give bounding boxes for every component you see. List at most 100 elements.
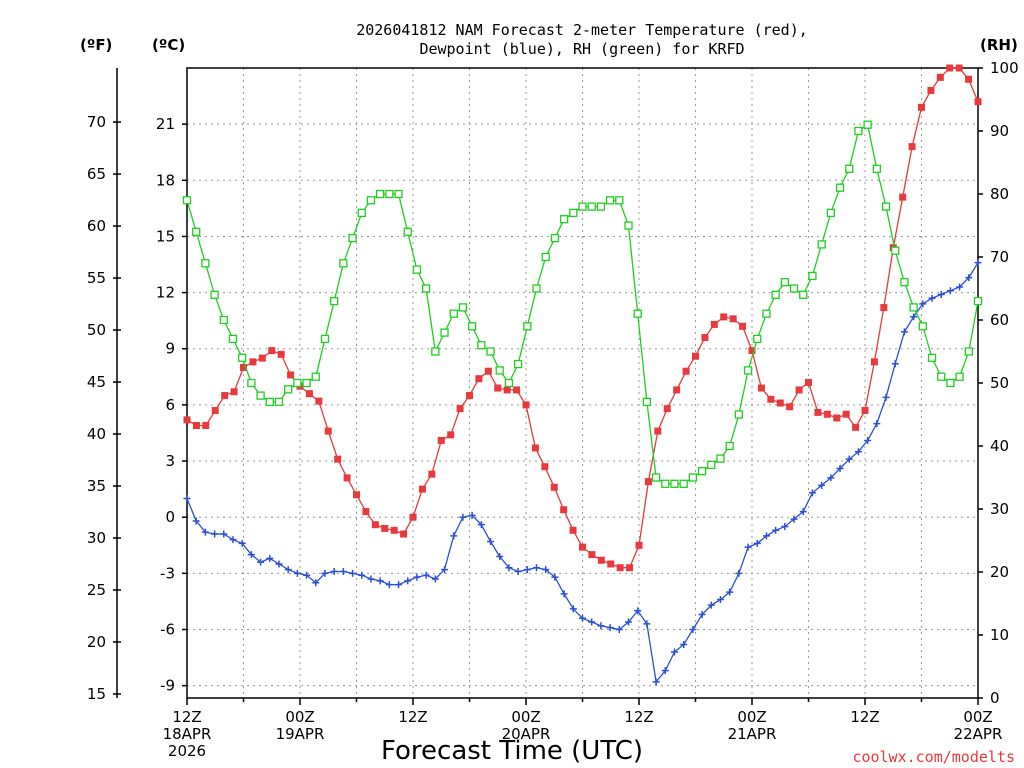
dewpoint-point	[257, 558, 265, 566]
dewpoint-point	[459, 513, 467, 521]
rh-tick-label: 40	[990, 437, 1009, 455]
dewpoint-point	[551, 573, 559, 581]
rh-point	[891, 246, 900, 255]
rh-point	[707, 460, 716, 470]
fahrenheit-tick-label: 70	[87, 113, 106, 131]
dewpoint-point	[900, 328, 908, 336]
dewpoint-point	[808, 489, 816, 497]
fahrenheit-tick-label: 30	[87, 529, 106, 547]
dewpoint-point	[367, 575, 375, 583]
x-tick-label: 22APR	[954, 725, 1003, 743]
fahrenheit-tick-label: 60	[87, 217, 106, 235]
temperature-point	[334, 455, 342, 463]
dewpoint-point	[201, 528, 209, 536]
temperature-point	[305, 390, 313, 398]
rh-point	[808, 271, 817, 281]
temperature-point	[823, 410, 831, 418]
dewpoint-point	[716, 596, 724, 604]
temperature-point	[240, 363, 247, 371]
temperature-point	[720, 313, 728, 321]
rh-point	[182, 196, 192, 205]
rh-point	[431, 347, 440, 356]
temperature-point	[324, 427, 332, 435]
celsius-tick-label: 15	[156, 227, 175, 245]
rh-point	[523, 322, 532, 331]
temperature-point	[776, 399, 784, 407]
temperature-point	[202, 421, 210, 429]
dewpoint-point	[836, 465, 844, 473]
rh-point	[826, 208, 835, 218]
celsius-unit-label: (ºC)	[152, 36, 185, 54]
dewpoint-point	[891, 360, 899, 368]
celsius-tick-label: 6	[165, 396, 175, 414]
dewpoint-point	[919, 300, 927, 308]
dewpoint-point	[965, 274, 973, 282]
rh-point	[918, 322, 927, 331]
dewpoint-point	[689, 625, 697, 633]
dewpoint-point	[643, 620, 651, 628]
celsius-tick-label: -9	[160, 677, 175, 695]
temperature-point	[513, 386, 521, 394]
dewpoint-point	[321, 569, 329, 577]
temperature-point	[635, 541, 643, 549]
rh-point	[357, 208, 366, 218]
x-tick-label: 12Z	[624, 708, 653, 726]
rh-point	[753, 334, 762, 344]
rh-point	[550, 233, 560, 243]
dewpoint-point	[670, 648, 678, 656]
temperature-point	[315, 397, 323, 405]
dewpoint-point	[569, 605, 577, 613]
dewpoint-point	[395, 581, 403, 589]
dewpoint-point	[946, 287, 954, 295]
fahrenheit-tick-label: 45	[87, 373, 106, 391]
rh-point	[771, 290, 780, 299]
dewpoint-point	[615, 625, 623, 633]
rh-point	[421, 284, 431, 293]
rh-point	[311, 372, 320, 381]
rh-tick-label: 30	[990, 500, 1009, 518]
rh-point	[762, 309, 771, 318]
rh-point	[946, 378, 955, 388]
dewpoint-point	[799, 508, 807, 516]
x-tick-label: 12Z	[172, 708, 201, 726]
rh-point	[651, 473, 661, 482]
rh-point	[587, 202, 596, 211]
rh-point	[881, 202, 891, 211]
dewpoint-point	[293, 569, 301, 577]
rh-point	[716, 454, 725, 463]
rh-point	[909, 303, 918, 312]
dewpoint-point	[818, 481, 826, 489]
rh-point	[467, 322, 477, 331]
rh-point	[284, 385, 293, 394]
temperature-point	[870, 358, 878, 366]
rh-point	[449, 309, 458, 318]
dewpoint-point	[606, 624, 614, 632]
rh-tick-label: 60	[990, 311, 1009, 329]
dewpoint-point	[487, 538, 495, 546]
temperature-point	[936, 73, 944, 81]
temperature-point	[701, 334, 709, 342]
dewpoint-point	[413, 573, 421, 581]
dewpoint-point	[339, 567, 347, 575]
dewpoint-point	[450, 532, 458, 540]
rh-unit-label: (RH)	[980, 36, 1018, 54]
dewpoint-point	[247, 551, 255, 559]
dewpoint-point	[910, 313, 918, 321]
fahrenheit-tick-label: 40	[87, 425, 106, 443]
x-tick-label: 2026	[168, 742, 206, 760]
temperature-point	[673, 386, 681, 394]
temperature-point	[682, 367, 690, 375]
dewpoint-point	[781, 523, 789, 531]
rh-point	[403, 227, 412, 236]
fahrenheit-tick-label: 25	[87, 581, 106, 599]
fahrenheit-unit-label: (ºF)	[80, 36, 112, 54]
dewpoint-point	[404, 577, 412, 585]
dewpoint-point	[744, 543, 752, 551]
rh-point	[385, 189, 394, 199]
dewpoint-point	[229, 536, 237, 544]
temperature-point	[861, 407, 869, 415]
x-tick-label: 18APR	[163, 725, 212, 743]
rh-point	[210, 290, 219, 299]
temperature-point	[418, 485, 426, 493]
